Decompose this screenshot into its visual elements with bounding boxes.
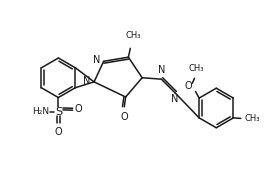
Text: O: O — [55, 127, 62, 137]
Text: O: O — [120, 112, 128, 122]
Text: O: O — [75, 104, 82, 114]
Text: N: N — [158, 65, 165, 75]
Text: O: O — [184, 81, 192, 91]
Text: N: N — [171, 94, 179, 104]
Text: CH₃: CH₃ — [245, 114, 261, 123]
Text: H₂N: H₂N — [32, 107, 49, 116]
Text: S: S — [55, 107, 62, 117]
Text: N: N — [83, 76, 90, 86]
Text: CH₃: CH₃ — [189, 64, 205, 73]
Text: CH₃: CH₃ — [125, 31, 141, 40]
Text: N: N — [93, 55, 100, 65]
